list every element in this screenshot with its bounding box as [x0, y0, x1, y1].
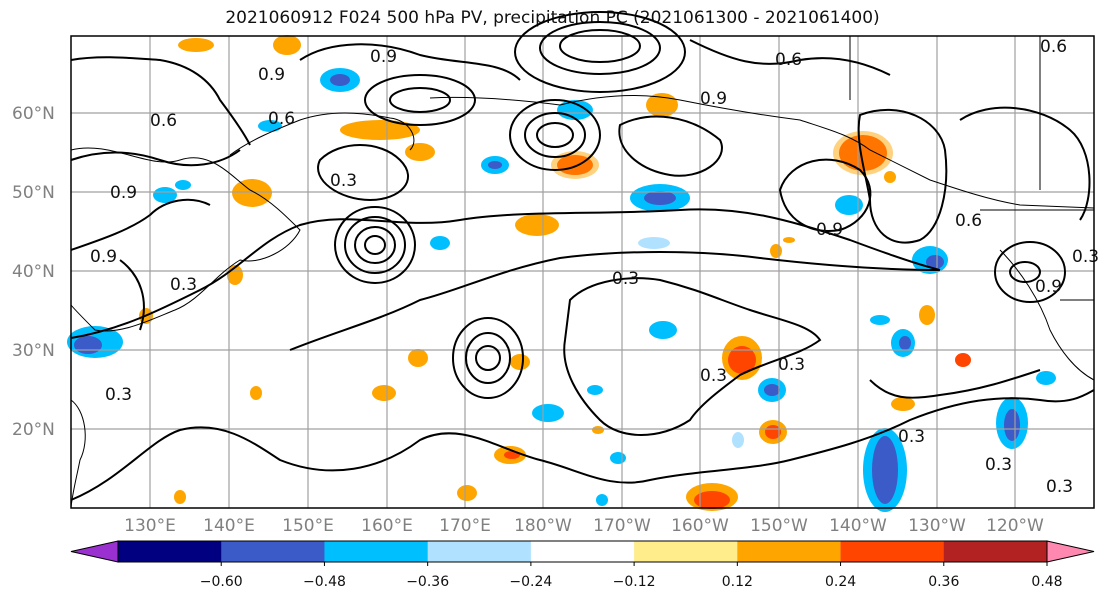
- lon-label: 160°W: [671, 516, 729, 536]
- lat-label: 20°N: [12, 420, 55, 440]
- contour-label: 0.3: [700, 366, 727, 386]
- contour-label: 0.9: [1035, 277, 1062, 297]
- colorbar-tick-label: 0.24: [825, 574, 856, 590]
- contour-label: 0.9: [90, 247, 117, 267]
- contour-label: 0.6: [775, 50, 802, 70]
- lon-label: 160°E: [361, 516, 413, 536]
- colorbar-extend-low: [70, 540, 119, 563]
- lat-label: 50°N: [12, 183, 55, 203]
- contour-label: 0.9: [110, 183, 137, 203]
- contour-label: 0.3: [612, 269, 639, 289]
- colorbar-tick-label: −0.24: [509, 574, 552, 590]
- contour-label: 0.3: [1072, 247, 1099, 267]
- colorbar-segment: [530, 541, 635, 562]
- graticule: [71, 36, 1094, 508]
- contour-label: 0.9: [700, 89, 727, 109]
- colorbar-tick-label: −0.36: [406, 574, 449, 590]
- lon-label: 130°E: [124, 516, 176, 536]
- lon-label: 140°W: [829, 516, 887, 536]
- contour-label: 0.6: [1040, 37, 1067, 57]
- colorbar-segment: [221, 541, 325, 562]
- colorbar-border: [117, 540, 1048, 563]
- longitude-labels: 130°E 140°E 150°E 160°E 170°E 180°W 170°…: [124, 516, 1044, 536]
- lon-label: 170°W: [593, 516, 651, 536]
- lat-label: 30°N: [12, 341, 55, 361]
- lat-label: 60°N: [12, 104, 55, 124]
- lon-label: 130°W: [908, 516, 966, 536]
- lon-label: 150°W: [750, 516, 808, 536]
- colorbar-tick-label: −0.48: [303, 574, 346, 590]
- colorbar-segment: [840, 541, 945, 562]
- contour-label: 0.3: [778, 355, 805, 375]
- pv-contours: [70, 11, 1095, 501]
- contour-label: 0.3: [330, 171, 357, 191]
- colorbar-segment: [118, 541, 222, 562]
- colorbar-tick-label: −0.12: [613, 574, 656, 590]
- colorbar-extend-high: [1046, 540, 1095, 563]
- contour-label: 0.3: [1046, 477, 1073, 497]
- lon-label: 150°E: [282, 516, 334, 536]
- colorbar-tick-label: −0.60: [200, 574, 243, 590]
- colorbar-tick-label: 0.36: [928, 574, 959, 590]
- contour-labels: 0.9 0.6 0.9 0.6 0.9 0.3 0.9 0.6 0.6 0.9 …: [90, 37, 1099, 497]
- contour-label: 0.3: [105, 385, 132, 405]
- contour-label: 0.9: [816, 220, 843, 240]
- lat-label: 40°N: [12, 262, 55, 282]
- lon-label: 180°W: [514, 516, 572, 536]
- contour-label: 0.3: [985, 455, 1012, 475]
- colorbar-segment: [737, 541, 842, 562]
- colorbar-segment: [943, 541, 1048, 562]
- contour-label: 0.6: [150, 111, 177, 131]
- contour-label: 0.9: [258, 65, 285, 85]
- lon-label: 170°E: [439, 516, 491, 536]
- lon-label: 120°W: [986, 516, 1044, 536]
- colorbar: [70, 540, 1095, 566]
- colorbar-segment: [427, 541, 532, 562]
- colorbar-tick-label: 0.12: [722, 574, 753, 590]
- coastlines: [70, 36, 1095, 509]
- contour-label: 0.6: [268, 109, 295, 129]
- colorbar-segment: [634, 541, 738, 562]
- contour-label: 0.3: [898, 427, 925, 447]
- contour-label: 0.3: [170, 275, 197, 295]
- latitude-labels: 60°N 50°N 40°N 30°N 20°N: [12, 104, 55, 440]
- lon-label: 140°E: [203, 516, 255, 536]
- contour-label: 0.9: [370, 47, 397, 67]
- colorbar-tick-label: 0.48: [1031, 574, 1062, 590]
- map-frame: [70, 35, 1095, 509]
- colorbar-segment: [324, 541, 429, 562]
- precipitation-shading: [67, 35, 1056, 512]
- colorbar-labels: −0.60 −0.48 −0.36 −0.24 −0.12 0.12 0.24 0.36 0.4…: [200, 574, 1063, 590]
- contour-label: 0.6: [955, 211, 982, 231]
